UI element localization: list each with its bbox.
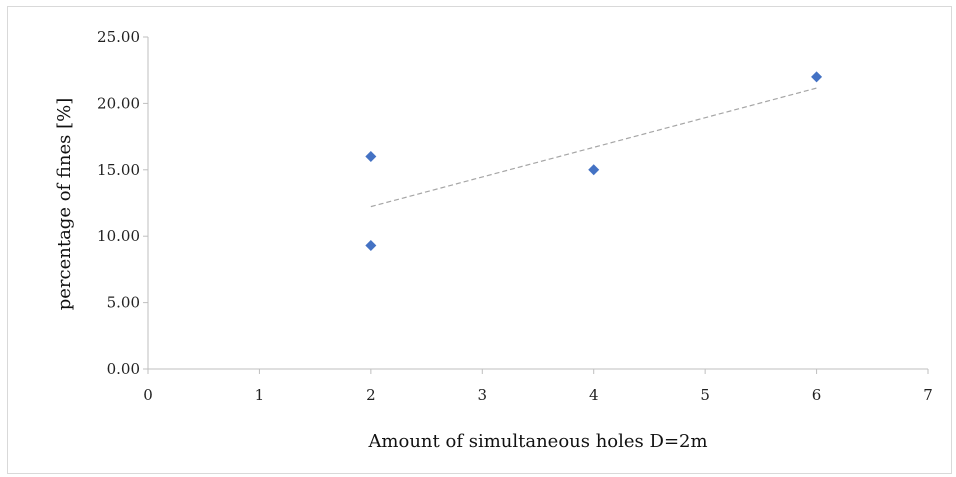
y-tick-label: 0.00: [107, 360, 140, 378]
chart-frame: [7, 6, 952, 474]
y-axis-title: percentage of fines [%]: [54, 98, 75, 311]
y-tick-label: 20.00: [97, 94, 140, 112]
data-point: [811, 71, 823, 83]
data-point: [588, 164, 600, 176]
trendline: [370, 87, 817, 208]
y-tick-label: 15.00: [97, 161, 140, 179]
x-tick-label: 4: [589, 386, 599, 404]
x-tick-label: 7: [923, 386, 933, 404]
x-tick-label: 0: [143, 386, 153, 404]
x-axis-title: Amount of simultaneous holes D=2m: [367, 431, 707, 452]
x-tick-label: 1: [255, 386, 265, 404]
y-tick-label: 10.00: [97, 227, 140, 245]
x-tick-label: 3: [478, 386, 488, 404]
x-tick-label: 5: [700, 386, 710, 404]
x-tick-label: 2: [366, 386, 376, 404]
data-point: [365, 151, 377, 163]
y-tick-label: 5.00: [107, 294, 140, 312]
y-tick-label: 25.00: [97, 28, 140, 46]
x-tick-label: 6: [812, 386, 822, 404]
data-point: [365, 239, 377, 251]
